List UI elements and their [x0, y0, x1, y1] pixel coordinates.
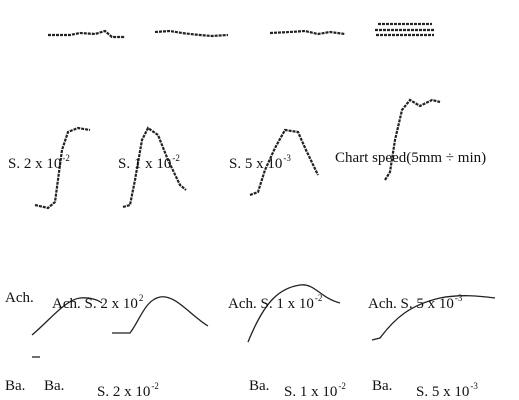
label: S. 5 x 10-3 — [416, 377, 478, 400]
trace — [375, 24, 435, 35]
label-text: S. 2 x 10 — [8, 156, 61, 172]
label-text: S. 1 x 10 — [118, 156, 171, 172]
label-text: Ach. S. 1 x 10 — [228, 296, 314, 312]
label-text: S. 5 x 10 — [229, 156, 282, 172]
label: Ba. — [249, 377, 269, 395]
label-text: Ach. S. 5 x 10 — [368, 296, 454, 312]
label-text: Ba. — [5, 378, 25, 394]
label-exponent: -3 — [470, 381, 478, 391]
label: Ach. S. 2 x 102 — [52, 289, 143, 313]
label-exponent: -2 — [151, 381, 159, 391]
trace — [385, 100, 440, 180]
label-exponent: -2 — [315, 293, 323, 303]
label-exponent: -2 — [172, 153, 180, 163]
trace — [155, 31, 228, 36]
label: S. 2 x 10-2 — [8, 149, 70, 173]
label: Ba. — [372, 377, 392, 395]
label-text: Ba. — [249, 378, 269, 394]
trace — [270, 31, 345, 34]
label-text: S. 2 x 10 — [97, 384, 150, 400]
label: S. 2 x 10-2 — [97, 377, 159, 400]
label: S. 1 x 10-2 — [284, 377, 346, 400]
label-exponent: 2 — [139, 293, 144, 303]
label-exponent: -2 — [62, 153, 70, 163]
trace — [48, 31, 125, 37]
label-text: Ba. — [372, 378, 392, 394]
label: Ba. — [44, 377, 64, 395]
label-text: Chart speed(5mm ÷ min) — [335, 150, 486, 166]
label-exponent: -2 — [338, 381, 346, 391]
label: Ach. — [5, 289, 34, 307]
label-text: Ach. S. 2 x 10 — [52, 296, 138, 312]
traces — [0, 0, 519, 400]
label: S. 5 x 10-3 — [229, 149, 291, 173]
label: Chart speed(5mm ÷ min) — [335, 149, 486, 167]
label: Ach. S. 5 x 10-3 — [368, 289, 462, 313]
label: Ach. S. 1 x 10-2 — [228, 289, 322, 313]
label-exponent: -3 — [455, 293, 463, 303]
label: Ba. — [5, 377, 25, 395]
label: S. 1 x 10-2 — [118, 149, 180, 173]
label-text: Ba. — [44, 378, 64, 394]
label-text: S. 5 x 10 — [416, 384, 469, 400]
label-exponent: -3 — [283, 153, 291, 163]
figure: S. 2 x 10-2 S. 1 x 10-2 S. 5 x 10-3 Char… — [0, 0, 519, 400]
label-text: Ach. — [5, 290, 34, 306]
label-text: S. 1 x 10 — [284, 384, 337, 400]
